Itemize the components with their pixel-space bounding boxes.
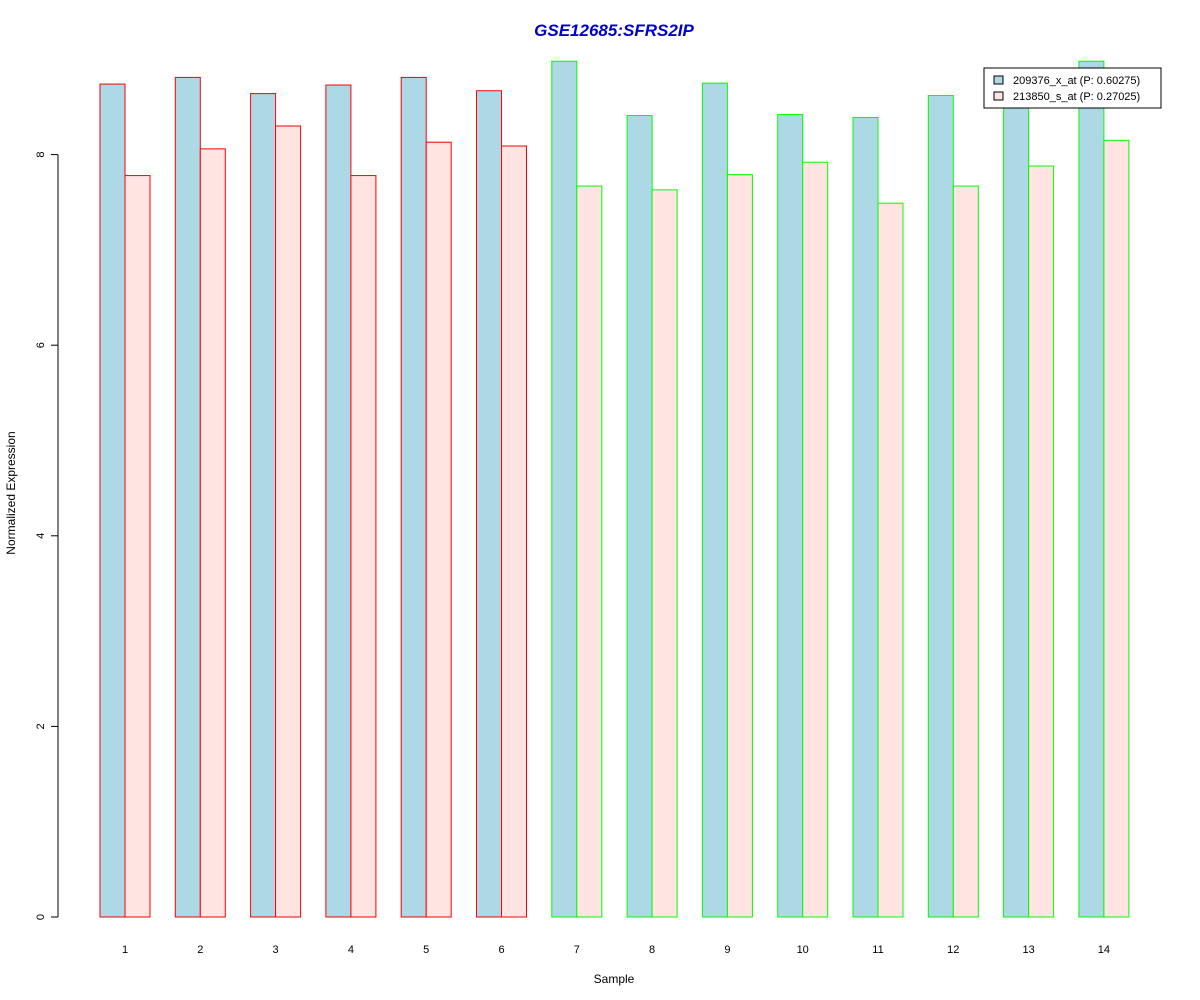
bar-series2-sample-13 xyxy=(1028,165,1055,918)
x-tick-label: 9 xyxy=(724,944,730,956)
y-tick-label: 0 xyxy=(35,914,47,920)
x-tick-label: 3 xyxy=(273,944,279,956)
bar-series2-sample-2 xyxy=(199,148,226,918)
legend-entry: 209376_x_at (P: 0.60275) xyxy=(1013,75,1140,87)
bar-series2-sample-7 xyxy=(576,185,603,918)
x-tick-label: 4 xyxy=(348,944,354,956)
bar-series1-sample-12 xyxy=(927,95,954,918)
bar-series2-sample-3 xyxy=(275,125,302,918)
x-tick-label: 13 xyxy=(1022,944,1034,956)
bar-series2-sample-12 xyxy=(952,185,979,918)
bars xyxy=(99,60,1130,918)
legend-box xyxy=(983,67,1162,109)
bar-series1-sample-3 xyxy=(250,93,277,918)
bar-series2-sample-6 xyxy=(501,145,527,918)
bar-series1-sample-7 xyxy=(551,60,578,918)
y-tick-label: 6 xyxy=(35,342,47,348)
legend-entry: 213850_s_at (P: 0.27025) xyxy=(1013,91,1140,103)
bar-series1-sample-14 xyxy=(1078,60,1105,918)
bar-series1-sample-9 xyxy=(701,82,728,918)
x-axis-label: Sample xyxy=(594,972,635,986)
x-tick-label: 5 xyxy=(423,944,429,956)
bar-series2-sample-1 xyxy=(124,175,151,918)
bar-series1-sample-4 xyxy=(325,84,352,918)
y-tick-label: 2 xyxy=(35,723,47,729)
bar-series2-sample-8 xyxy=(651,189,678,918)
y-tick-label: 8 xyxy=(35,152,47,158)
bar-series2-sample-5 xyxy=(425,141,452,918)
bar-series1-sample-1 xyxy=(99,83,126,918)
x-tick-label: 14 xyxy=(1098,944,1110,956)
x-tick-label: 7 xyxy=(574,944,580,956)
legend-swatch xyxy=(993,75,1004,85)
bar-series2-sample-14 xyxy=(1103,139,1130,918)
x-tick-label: 12 xyxy=(947,944,959,956)
x-tick-label: 2 xyxy=(197,944,203,956)
y-axis: 0 2 4 6 8 xyxy=(35,152,59,920)
bar-series1-sample-6 xyxy=(476,90,502,918)
bar-series1-sample-8 xyxy=(626,115,653,918)
legend-swatch xyxy=(993,91,1004,101)
x-tick-label: 11 xyxy=(872,944,883,956)
bar-series2-sample-9 xyxy=(726,174,753,918)
y-axis-label: Normalized Expression xyxy=(4,431,18,554)
bar-series2-sample-4 xyxy=(350,175,377,918)
x-tick-labels: 1 2 3 4 5 6 7 8 9 10 11 12 13 14 xyxy=(122,944,1110,956)
bar-series1-sample-10 xyxy=(777,114,804,918)
bar-series1-sample-11 xyxy=(852,116,879,918)
bar-series2-sample-10 xyxy=(802,161,829,918)
chart-title: GSE12685:SFRS2IP xyxy=(534,21,694,40)
x-tick-label: 1 xyxy=(122,944,128,956)
bar-series1-sample-13 xyxy=(1003,104,1030,918)
legend: 209376_x_at (P: 0.60275) 213850_s_at (P: … xyxy=(983,67,1162,109)
x-tick-label: 6 xyxy=(498,944,504,956)
x-tick-label: 10 xyxy=(797,944,809,956)
x-tick-label: 8 xyxy=(649,944,655,956)
bar-series1-sample-2 xyxy=(174,76,201,918)
bar-series1-sample-5 xyxy=(400,76,427,918)
bar-series2-sample-11 xyxy=(877,202,904,918)
y-tick-label: 4 xyxy=(35,533,47,539)
